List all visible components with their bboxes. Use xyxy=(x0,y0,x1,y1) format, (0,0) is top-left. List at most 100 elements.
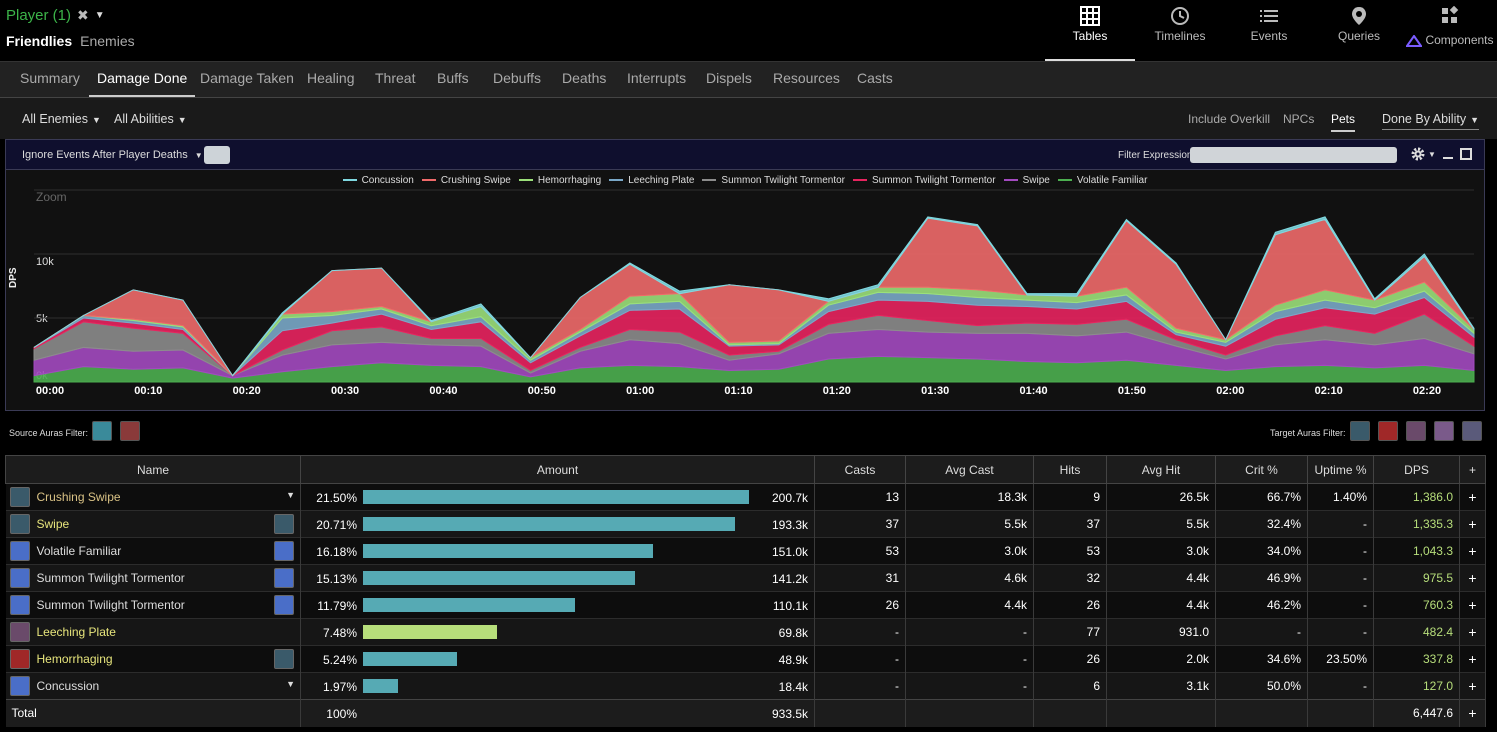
abilities-dropdown[interactable]: All Abilities ▼ xyxy=(114,112,187,126)
gear-icon[interactable] xyxy=(1410,146,1426,162)
filter-expression-input[interactable] xyxy=(1190,147,1397,163)
col-header-casts[interactable]: Casts xyxy=(814,455,906,484)
table-row[interactable]: Swipe 20.71% 193.3k 37 5.5k 37 5.5k 32.4% -1,335… xyxy=(5,510,1486,538)
enemies-link[interactable]: Enemies xyxy=(80,33,135,49)
legend-item[interactable]: Summon Twilight Tormentor xyxy=(853,175,996,186)
ability-name[interactable]: Volatile Familiar xyxy=(36,544,122,558)
nav-tab-timelines[interactable]: Timelines xyxy=(1135,0,1225,61)
ability-name-cell[interactable]: Concussion ▼ xyxy=(5,672,301,700)
dps-chart[interactable] xyxy=(6,140,1484,410)
table-row[interactable]: Leeching Plate 7.48% 69.8k - -77 931.0- -482.4… xyxy=(5,618,1486,646)
add-button[interactable]: + xyxy=(1459,645,1486,673)
tab-threat[interactable]: Threat xyxy=(375,70,416,86)
target-aura-icon[interactable] xyxy=(1378,421,1398,441)
source-aura-icon[interactable] xyxy=(92,421,112,441)
ignore-events-dropdown[interactable]: Ignore Events After Player Deaths ▼ xyxy=(22,149,203,161)
table-row[interactable]: Summon Twilight Tormentor 15.13% 141.2k 31 4… xyxy=(5,564,1486,592)
chevron-down-icon[interactable]: ▼ xyxy=(286,679,295,689)
ignore-events-toggle[interactable] xyxy=(204,146,230,164)
close-icon[interactable]: ✖ xyxy=(77,7,89,23)
target-aura-icon[interactable] xyxy=(1434,421,1454,441)
tab-damage-taken[interactable]: Damage Taken xyxy=(200,70,294,86)
add-button[interactable]: + xyxy=(1459,483,1486,511)
maximize-icon[interactable] xyxy=(1459,148,1472,160)
col-header-crit[interactable]: Crit % xyxy=(1215,455,1308,484)
col-header-hits[interactable]: Hits xyxy=(1033,455,1107,484)
legend-item[interactable]: Hemorrhaging xyxy=(518,175,601,186)
series-area[interactable] xyxy=(33,216,1475,377)
tab-damage-done[interactable]: Damage Done xyxy=(89,62,196,97)
pets-toggle[interactable]: Pets xyxy=(1331,112,1356,132)
target-aura-icon[interactable] xyxy=(1462,421,1482,441)
add-button[interactable]: + xyxy=(1459,591,1486,619)
player-selector[interactable]: Player (1) ✖ ▼ xyxy=(6,7,105,24)
add-button[interactable]: + xyxy=(1459,510,1486,538)
tab-healing[interactable]: Healing xyxy=(307,70,355,86)
tab-summary[interactable]: Summary xyxy=(20,70,80,86)
add-button[interactable]: + xyxy=(1459,699,1486,727)
tab-casts[interactable]: Casts xyxy=(857,70,893,86)
add-button[interactable]: + xyxy=(1459,618,1486,646)
target-aura-icon[interactable] xyxy=(1406,421,1426,441)
col-header-uptime[interactable]: Uptime % xyxy=(1307,455,1374,484)
ability-name-cell[interactable]: Hemorrhaging xyxy=(5,645,301,673)
target-aura-icon[interactable] xyxy=(1350,421,1370,441)
minimize-icon[interactable] xyxy=(1442,148,1454,160)
legend-item[interactable]: Leeching Plate xyxy=(609,175,694,186)
enemies-dropdown[interactable]: All Enemies ▼ xyxy=(22,112,101,126)
ability-name-cell[interactable]: Leeching Plate xyxy=(5,618,301,646)
legend-item[interactable]: Swipe xyxy=(1003,175,1050,186)
nav-tab-events[interactable]: Events xyxy=(1224,0,1314,61)
nav-tab-queries[interactable]: Queries xyxy=(1314,0,1404,61)
col-header-name[interactable]: Name xyxy=(5,455,301,484)
tab-dispels[interactable]: Dispels xyxy=(706,70,752,86)
legend-item[interactable]: Concussion xyxy=(342,175,414,186)
legend-item[interactable]: Summon Twilight Tormentor xyxy=(702,175,845,186)
ability-name-cell[interactable]: Crushing Swipe ▼ xyxy=(5,483,301,511)
col-header-amount[interactable]: Amount xyxy=(300,455,815,484)
nav-tab-components[interactable]: Components xyxy=(1403,0,1497,61)
ability-name[interactable]: Leeching Plate xyxy=(36,625,116,639)
ability-name[interactable]: Hemorrhaging xyxy=(36,652,113,666)
col-header-dps[interactable]: DPS xyxy=(1373,455,1460,484)
chevron-down-icon[interactable]: ▼ xyxy=(286,490,295,500)
col-header-avg-hit[interactable]: Avg Hit xyxy=(1106,455,1216,484)
include-overkill-toggle[interactable]: Include Overkill xyxy=(1188,112,1271,126)
ability-name[interactable]: Summon Twilight Tormentor xyxy=(36,571,185,585)
source-aura-icon[interactable] xyxy=(120,421,140,441)
table-row[interactable]: Concussion ▼ 1.97% 18.4k - -6 3.1k 50.0% -127.0 + xyxy=(5,672,1486,700)
tab-resources[interactable]: Resources xyxy=(773,70,840,86)
tab-interrupts[interactable]: Interrupts xyxy=(627,70,687,86)
player-label[interactable]: Player (1) xyxy=(6,7,72,24)
ability-name[interactable]: Concussion xyxy=(36,679,100,693)
ability-name[interactable]: Swipe xyxy=(36,517,70,531)
add-button[interactable]: + xyxy=(1459,537,1486,565)
add-button[interactable]: + xyxy=(1459,672,1486,700)
tab-buffs[interactable]: Buffs xyxy=(437,70,469,86)
chevron-down-icon[interactable]: ▼ xyxy=(1428,149,1436,159)
clock-icon xyxy=(1171,7,1189,25)
col-header-avg-cast[interactable]: Avg Cast xyxy=(905,455,1034,484)
done-by-dropdown[interactable]: Done By Ability ▼ xyxy=(1382,112,1479,130)
ability-name-cell[interactable]: Summon Twilight Tormentor xyxy=(5,564,301,592)
tab-debuffs[interactable]: Debuffs xyxy=(493,70,541,86)
ability-name-cell[interactable]: Volatile Familiar xyxy=(5,537,301,565)
table-row[interactable]: Summon Twilight Tormentor 11.79% 110.1k 26 4… xyxy=(5,591,1486,619)
col-header-add[interactable]: + xyxy=(1459,455,1486,484)
add-button[interactable]: + xyxy=(1459,564,1486,592)
legend-item[interactable]: Crushing Swipe xyxy=(421,175,511,186)
legend-item[interactable]: Volatile Familiar xyxy=(1057,175,1147,186)
nav-tab-tables[interactable]: Tables xyxy=(1045,0,1135,61)
chevron-down-icon[interactable]: ▼ xyxy=(94,10,105,21)
ability-name-cell[interactable]: Swipe xyxy=(5,510,301,538)
ability-name-cell[interactable]: Summon Twilight Tormentor xyxy=(5,591,301,619)
npcs-toggle[interactable]: NPCs xyxy=(1283,112,1315,126)
friendlies-link[interactable]: Friendlies xyxy=(6,33,73,49)
zoom-label[interactable]: Zoom xyxy=(36,190,67,204)
table-row[interactable]: Crushing Swipe ▼ 21.50% 200.7k 13 18.3k 9 26.5k… xyxy=(5,483,1486,511)
table-row[interactable]: Volatile Familiar 16.18% 151.0k 53 3.0k 53 3.0… xyxy=(5,537,1486,565)
ability-name[interactable]: Summon Twilight Tormentor xyxy=(36,598,185,612)
ability-name[interactable]: Crushing Swipe xyxy=(36,490,121,504)
table-row[interactable]: Hemorrhaging 5.24% 48.9k - -26 2.0k 34.6% 23.50… xyxy=(5,645,1486,673)
tab-deaths[interactable]: Deaths xyxy=(562,70,607,86)
